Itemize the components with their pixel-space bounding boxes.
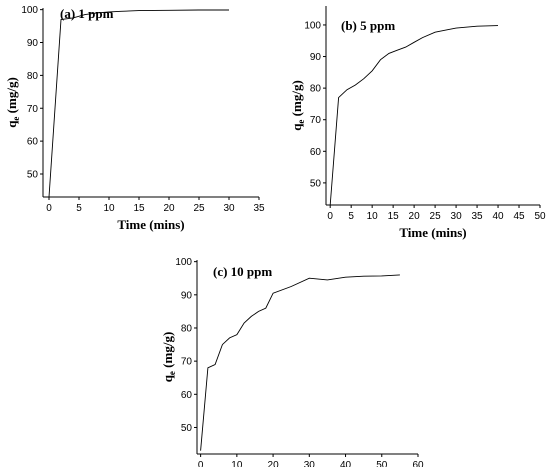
series-line — [200, 274, 400, 451]
chart-panel-2: 0 5 10 15 20 25 30 35 40 45 50 50 60 70 80 90 100 (b) 5 p… — [289, 6, 546, 240]
x-tick-label: 40 — [340, 460, 352, 467]
y-tick-label: 50 — [27, 169, 39, 180]
y-tick-label: 90 — [310, 52, 322, 63]
x-tick-label: 25 — [193, 203, 205, 214]
x-tick-label: 5 — [76, 203, 82, 214]
x-tick-label: 10 — [231, 460, 243, 467]
y-tick-label: 90 — [27, 38, 39, 49]
panel-title: (c) 10 ppm — [213, 264, 272, 279]
x-tick-label: 20 — [163, 203, 175, 214]
x-tick-label: 0 — [198, 460, 204, 467]
panel-title: (b) 5 ppm — [341, 18, 395, 33]
y-axis-title: qe (mg/g) — [160, 332, 177, 383]
x-tick-label: 50 — [534, 211, 546, 222]
y-tick-label: 50 — [310, 178, 322, 189]
x-tick-label: 60 — [412, 460, 424, 467]
y-axis-title: qe (mg/g) — [289, 80, 306, 131]
x-tick-label: 10 — [103, 203, 115, 214]
x-tick-label: 25 — [430, 211, 442, 222]
y-tick-label: 80 — [181, 323, 193, 334]
x-tick-label: 15 — [133, 203, 145, 214]
y-axis-title: qe (mg/g) — [4, 77, 21, 128]
y-tick-label: 60 — [310, 147, 322, 158]
x-tick-label: 20 — [268, 460, 280, 467]
x-tick-label: 35 — [253, 203, 265, 214]
y-tick-label: 80 — [27, 71, 39, 82]
x-tick-label: 30 — [451, 211, 463, 222]
chart-panel-1: 0 5 10 15 20 25 30 35 50 60 70 80 90 100 (a) 1 ppm Time… — [4, 5, 265, 232]
y-tick-label: 50 — [181, 423, 193, 434]
chart-panel-3: 0 10 20 30 40 50 60 50 60 70 80 90 100 (c) 10 ppm qe (… — [160, 257, 424, 467]
series-line — [48, 9, 229, 198]
y-tick-label: 80 — [310, 84, 322, 95]
x-tick-label: 15 — [388, 211, 400, 222]
x-tick-label: 20 — [409, 211, 421, 222]
y-tick-label: 70 — [27, 104, 39, 115]
x-tick-label: 30 — [304, 460, 316, 467]
x-tick-label: 0 — [327, 211, 333, 222]
y-tick-label: 70 — [181, 357, 193, 368]
y-tick-label: 100 — [175, 257, 192, 268]
series-line — [329, 25, 499, 206]
x-tick-label: 40 — [492, 211, 504, 222]
y-tick-label: 60 — [27, 137, 39, 148]
y-tick-label: 60 — [181, 390, 193, 401]
panel-title: (a) 1 ppm — [60, 6, 114, 21]
x-tick-label: 5 — [348, 211, 354, 222]
x-axis-title: Time (mins) — [117, 217, 184, 232]
x-tick-label: 10 — [367, 211, 379, 222]
y-tick-label: 100 — [304, 20, 321, 31]
y-tick-label: 100 — [21, 5, 38, 16]
x-tick-label: 0 — [46, 203, 52, 214]
x-tick-label: 35 — [471, 211, 483, 222]
x-axis-title: Time (mins) — [399, 225, 466, 240]
x-tick-label: 45 — [513, 211, 525, 222]
y-tick-label: 70 — [310, 115, 322, 126]
x-tick-label: 30 — [223, 203, 235, 214]
x-tick-label: 50 — [376, 460, 388, 467]
y-tick-label: 90 — [181, 290, 193, 301]
